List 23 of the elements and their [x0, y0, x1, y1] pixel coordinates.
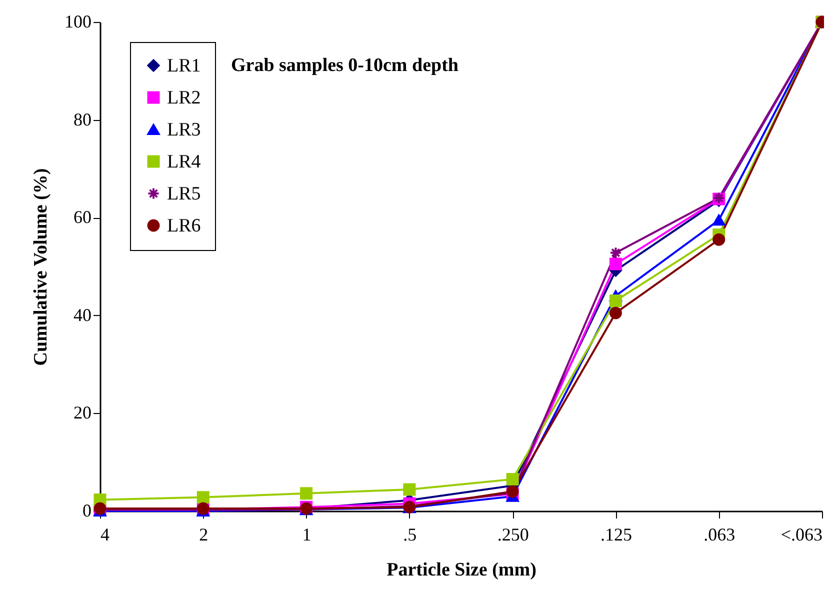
x-tick-label: 2 — [199, 524, 208, 544]
x-tick-label: 1 — [302, 524, 312, 544]
y-tick-label: 20 — [74, 402, 92, 423]
text: Grab samples 0-10cm depth — [231, 54, 459, 76]
x-tick-label: .063 — [704, 524, 736, 544]
x-tick-label: <.063 — [780, 524, 822, 544]
legend-label: LR4 — [167, 152, 202, 172]
x-tick-label: .5 — [403, 524, 417, 544]
y-tick-label: 80 — [74, 109, 92, 130]
legend-label: LR5 — [167, 184, 201, 204]
x-tick-label: .125 — [600, 524, 632, 544]
legend-label: LR1 — [167, 56, 201, 76]
x-axis-title: Particle Size (mm) — [386, 560, 536, 580]
legend-label: LR2 — [167, 88, 201, 108]
y-tick-label: 0 — [82, 500, 92, 520]
legend-label: LR6 — [167, 216, 201, 236]
x-tick-label: 4 — [100, 524, 110, 544]
x-tick-label: .250 — [497, 524, 529, 544]
y-tick-label: 60 — [74, 207, 92, 228]
legend-label: LR3 — [167, 120, 201, 140]
y-tick-label: 40 — [74, 304, 92, 325]
y-tick-label: 100 — [64, 12, 92, 32]
y-axis-title: Cumulative Volume (%) — [30, 168, 52, 366]
